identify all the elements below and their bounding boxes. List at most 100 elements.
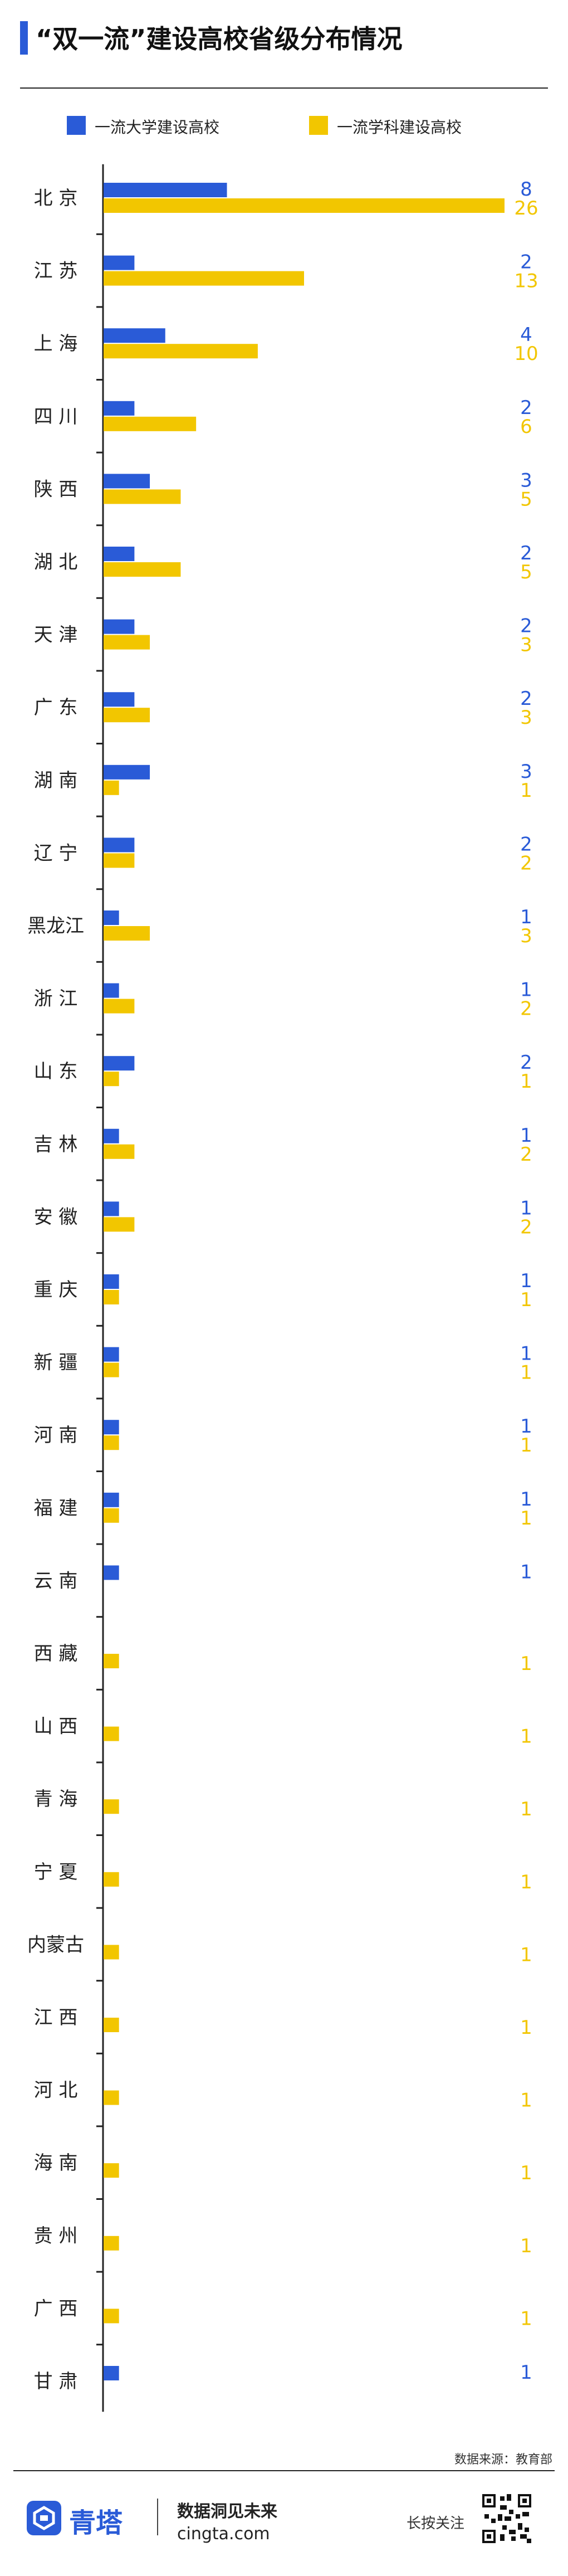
bar-discipline [104,2236,119,2251]
title-divider [20,87,548,89]
data-label-discipline: 1 [520,1726,532,1748]
category-label: 湖 南 [34,770,78,792]
bar-discipline [104,1726,119,1741]
chart-title: “双一流”建设高校省级分布情况 [36,24,403,54]
bar-university [104,1128,119,1143]
data-label-university: 1 [520,1561,532,1583]
data-label-discipline: 2 [520,1143,532,1166]
data-label-discipline: 3 [520,925,532,947]
bar-university [104,2366,119,2380]
data-label-discipline: 13 [514,270,538,293]
bar-university [104,1056,135,1071]
bar-discipline [104,1362,119,1377]
bar-discipline [104,344,258,359]
data-label-university: 1 [520,1488,532,1511]
data-label-discipline: 1 [520,1798,532,1820]
brand-slogan: 数据洞见未来 [177,2502,277,2521]
data-label-discipline: 2 [520,852,532,874]
data-label-university: 4 [520,324,532,346]
category-label: 福 建 [34,1497,78,1520]
category-label: 黑龙江 [27,915,84,937]
bar-university [104,764,150,780]
bar-university [104,183,227,197]
bar-discipline [104,1945,119,1960]
bar-university [104,619,135,634]
data-label-discipline: 1 [520,1507,532,1530]
data-label-university: 3 [520,469,532,491]
bar-discipline [104,2163,119,2178]
category-label: 天 津 [34,624,78,646]
bar-university [104,692,135,707]
category-label: 江 西 [34,2007,78,2029]
qr-code-icon[interactable] [480,2492,533,2545]
title-accent-bar [20,21,28,55]
category-label: 重 庆 [34,1279,78,1301]
category-label: 浙 江 [34,988,78,1010]
data-label-university: 2 [520,397,532,419]
category-label: 西 藏 [34,1643,78,1665]
bar-discipline [104,1508,119,1523]
category-label: 宁 夏 [34,1861,78,1883]
data-label-university: 2 [520,251,532,274]
bar-discipline [104,780,119,795]
data-label-discipline: 1 [520,2017,532,2039]
data-label-discipline: 2 [520,1216,532,1238]
category-label: 江 苏 [34,260,78,283]
data-label-discipline: 1 [520,2307,532,2330]
press-to-follow-label: 长按关注 [407,2515,465,2532]
bar-discipline [104,1072,119,1087]
bar-discipline [104,999,135,1014]
category-label: 陕 西 [34,478,78,500]
data-label-university: 2 [520,833,532,855]
data-label-university: 1 [520,1343,532,1365]
data-label-discipline: 1 [520,1362,532,1384]
category-label: 上 海 [34,333,78,355]
footer-separator [157,2499,158,2535]
footer-divider-line [13,2470,555,2471]
data-label-discipline: 3 [520,707,532,729]
bar-discipline [104,708,150,723]
data-label-university: 1 [520,906,532,928]
bar-university [104,1201,119,1216]
category-label: 山 西 [34,1716,78,1738]
data-label-discipline: 6 [520,416,532,438]
bar-discipline [104,416,197,431]
category-label: 海 南 [34,2152,78,2174]
data-label-discipline: 1 [520,1871,532,1893]
bar-discipline [104,271,304,286]
bar-discipline [104,2309,119,2324]
bar-discipline [104,562,181,577]
category-label: 北 京 [34,187,78,210]
bar-discipline [104,1435,119,1450]
bar-university [104,547,135,561]
cingta-logo-icon [27,2501,61,2535]
category-label: 云 南 [34,1570,78,1592]
category-label: 新 疆 [34,1352,78,1374]
bar-discipline [104,1872,119,1887]
data-label-discipline: 1 [520,1289,532,1311]
bar-discipline [104,1217,135,1232]
bar-university [104,1492,119,1507]
data-label-university: 1 [520,1415,532,1438]
data-label-university: 8 [520,178,532,201]
brand-name: 青塔 [69,2507,123,2539]
bar-university [104,1347,119,1362]
data-label-discipline: 5 [520,488,532,510]
bar-university [104,255,135,270]
data-label-discipline: 1 [520,2090,532,2112]
data-label-university: 1 [520,2361,532,2384]
bar-university [104,983,119,998]
category-label: 辽 宁 [34,842,78,864]
legend-label-university: 一流大学建设高校 [95,118,220,137]
category-label: 内蒙古 [27,1934,84,1956]
bar-discipline [104,1290,119,1304]
bar-discipline [104,1144,135,1159]
bar-university [104,328,165,343]
category-label: 山 东 [34,1060,78,1083]
data-label-discipline: 2 [520,998,532,1020]
bar-university [104,910,119,925]
bar-discipline [104,2090,119,2105]
category-label: 河 南 [34,1424,78,1447]
bar-discipline [104,489,181,504]
